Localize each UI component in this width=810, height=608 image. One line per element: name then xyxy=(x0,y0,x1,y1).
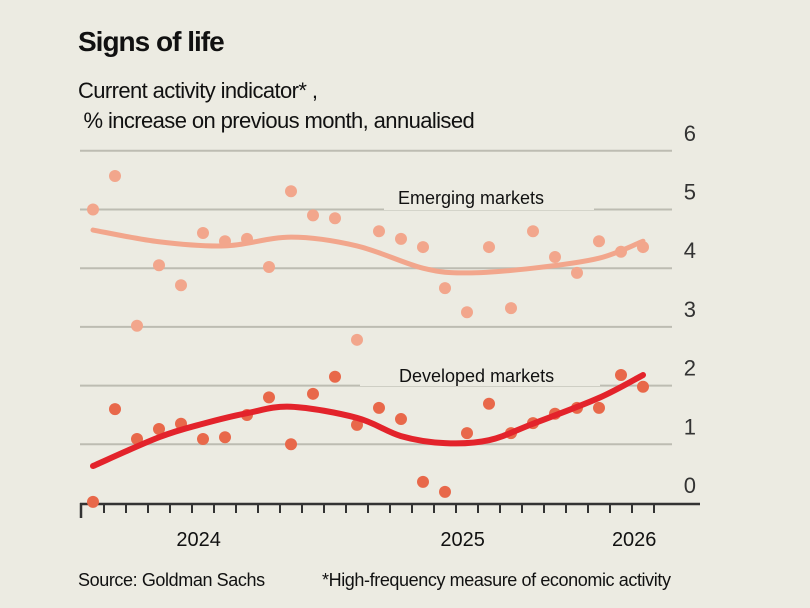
data-point xyxy=(87,203,99,216)
series-emerging-markets: Emerging markets xyxy=(87,170,649,346)
data-point xyxy=(593,235,605,248)
series-developed-markets: Developed markets xyxy=(87,356,649,508)
data-point xyxy=(153,423,165,436)
data-point xyxy=(109,170,121,183)
y-tick-label: 5 xyxy=(684,180,696,205)
data-point xyxy=(197,226,209,239)
y-tick-label: 6 xyxy=(684,121,696,146)
trend-line xyxy=(90,372,646,470)
series-label-background xyxy=(360,356,600,386)
data-point xyxy=(87,495,99,508)
chart-title: Signs of life xyxy=(78,26,225,57)
y-tick-label: 4 xyxy=(684,238,696,263)
data-point xyxy=(131,319,143,332)
data-point xyxy=(505,302,517,315)
data-point xyxy=(373,401,385,414)
data-point xyxy=(329,370,341,383)
y-tick-label: 1 xyxy=(684,414,696,439)
x-tick-label: 2025 xyxy=(440,529,485,551)
series-label: Emerging markets xyxy=(398,188,544,208)
x-tick-label: 2026 xyxy=(612,529,657,551)
data-point xyxy=(351,418,363,431)
y-tick-label: 2 xyxy=(684,356,696,381)
data-point xyxy=(571,266,583,279)
data-point xyxy=(417,475,429,488)
data-point xyxy=(197,433,209,446)
data-point xyxy=(461,306,473,319)
data-point xyxy=(395,413,407,426)
data-point xyxy=(417,241,429,254)
data-point xyxy=(263,391,275,404)
y-tick-label: 3 xyxy=(684,297,696,322)
data-point xyxy=(285,438,297,451)
data-point xyxy=(461,427,473,440)
data-point xyxy=(439,282,451,295)
source-note: Source: Goldman Sachs xyxy=(78,570,265,590)
data-point xyxy=(373,225,385,238)
footnote: *High-frequency measure of economic acti… xyxy=(322,570,671,590)
x-tick-label: 2024 xyxy=(176,529,221,551)
y-tick-label: 0 xyxy=(684,473,696,498)
data-point xyxy=(637,380,649,393)
series-label: Developed markets xyxy=(399,366,554,386)
data-point xyxy=(219,431,231,444)
series-label-background xyxy=(384,180,594,210)
data-point xyxy=(263,261,275,274)
data-point xyxy=(351,333,363,346)
data-point xyxy=(153,259,165,272)
data-point xyxy=(395,232,407,245)
trend-line xyxy=(90,227,646,276)
data-point xyxy=(175,279,187,292)
data-point xyxy=(483,397,495,410)
data-point xyxy=(615,369,627,382)
subtitle-line-2: % increase on previous month, annualised xyxy=(78,108,475,133)
data-point xyxy=(307,387,319,400)
chart-subtitle: Current activity indicator* , % increase… xyxy=(78,76,475,136)
data-point xyxy=(549,251,561,264)
data-point xyxy=(527,225,539,238)
data-point xyxy=(593,401,605,414)
data-point xyxy=(109,403,121,416)
data-point xyxy=(307,209,319,222)
subtitle-line-1: Current activity indicator* , xyxy=(78,78,318,103)
data-point xyxy=(329,212,341,225)
data-point xyxy=(285,185,297,198)
data-point xyxy=(483,241,495,254)
data-point xyxy=(439,485,451,498)
